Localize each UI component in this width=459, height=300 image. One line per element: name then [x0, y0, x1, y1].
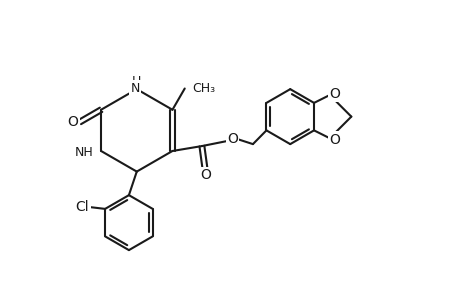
Text: Cl: Cl: [76, 200, 89, 214]
Text: N: N: [130, 82, 140, 95]
Text: H: H: [132, 75, 141, 88]
Text: NH: NH: [74, 146, 93, 159]
Text: O: O: [200, 168, 211, 182]
Text: CH₃: CH₃: [192, 82, 215, 95]
Text: O: O: [329, 133, 339, 147]
Text: O: O: [67, 115, 78, 129]
Text: O: O: [226, 132, 237, 146]
Text: O: O: [329, 87, 339, 100]
